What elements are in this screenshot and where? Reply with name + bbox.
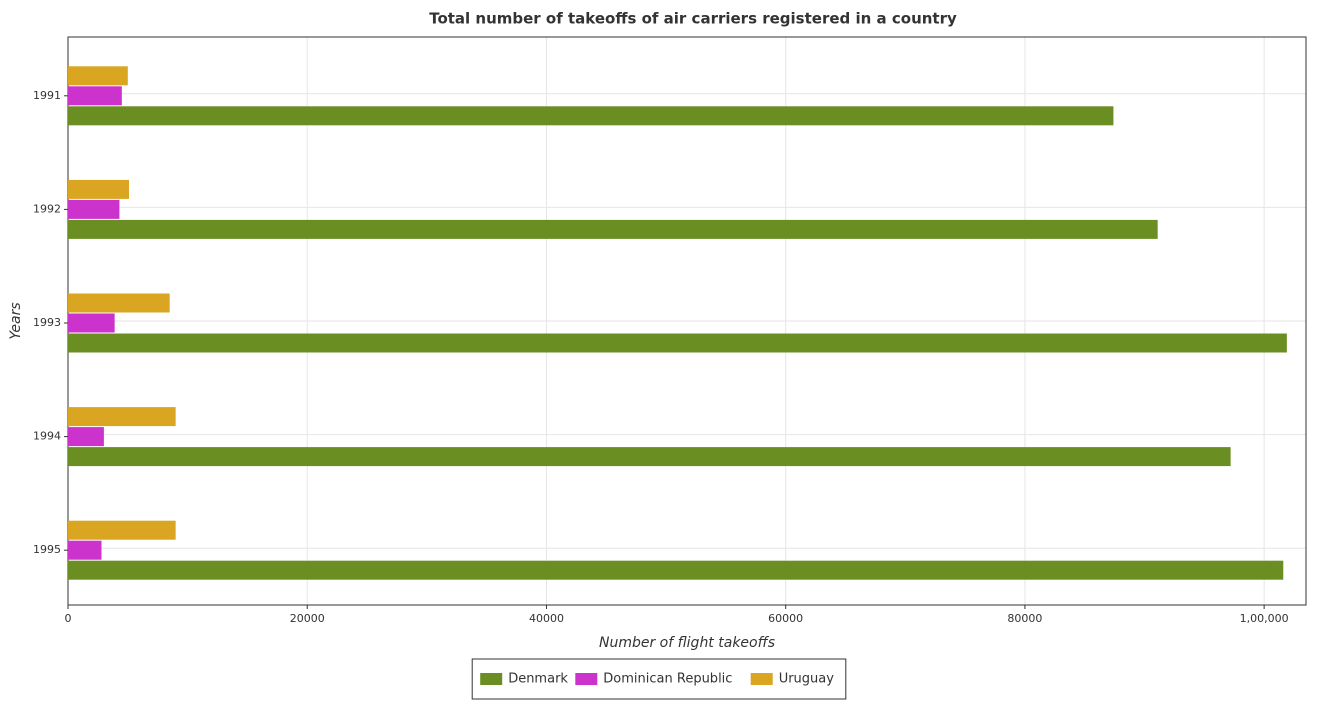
y-tick-label: 1995 [33, 543, 61, 556]
bar [68, 86, 122, 106]
x-tick-label: 0 [65, 612, 72, 625]
bar [68, 560, 1284, 580]
x-axis-label: Number of flight takeoffs [599, 635, 775, 651]
y-tick-label: 1991 [33, 89, 61, 102]
bar [68, 313, 115, 333]
legend-label: Dominican Republic [603, 672, 732, 687]
y-axis-label: Years [8, 302, 24, 339]
bar [68, 293, 170, 313]
bar [68, 520, 176, 540]
x-tick-label: 60000 [768, 612, 803, 625]
legend-label: Uruguay [779, 672, 835, 687]
bar [68, 199, 120, 219]
chart-title: Total number of takeoffs of air carriers… [429, 10, 957, 28]
y-tick-label: 1994 [33, 430, 61, 443]
bar [68, 106, 1114, 126]
y-tick-label: 1992 [33, 202, 61, 215]
y-tick-label: 1993 [33, 316, 61, 329]
bar [68, 179, 130, 199]
bar [68, 447, 1231, 467]
x-tick-label: 1,00,000 [1240, 612, 1289, 625]
x-tick-label: 20000 [290, 612, 325, 625]
x-tick-label: 40000 [529, 612, 564, 625]
bar [68, 219, 1158, 239]
x-tick-label: 80000 [1007, 612, 1042, 625]
legend-swatch [750, 673, 773, 685]
bar [68, 407, 176, 427]
bar [68, 540, 102, 560]
legend: Denmark Dominican Republic Uruguay [471, 658, 847, 700]
legend-swatch [480, 673, 503, 685]
legend-swatch [575, 673, 598, 685]
legend-label: Denmark [508, 672, 568, 687]
bar [68, 333, 1287, 353]
bar [68, 427, 104, 447]
bar [68, 66, 128, 86]
legend-box [471, 658, 847, 700]
